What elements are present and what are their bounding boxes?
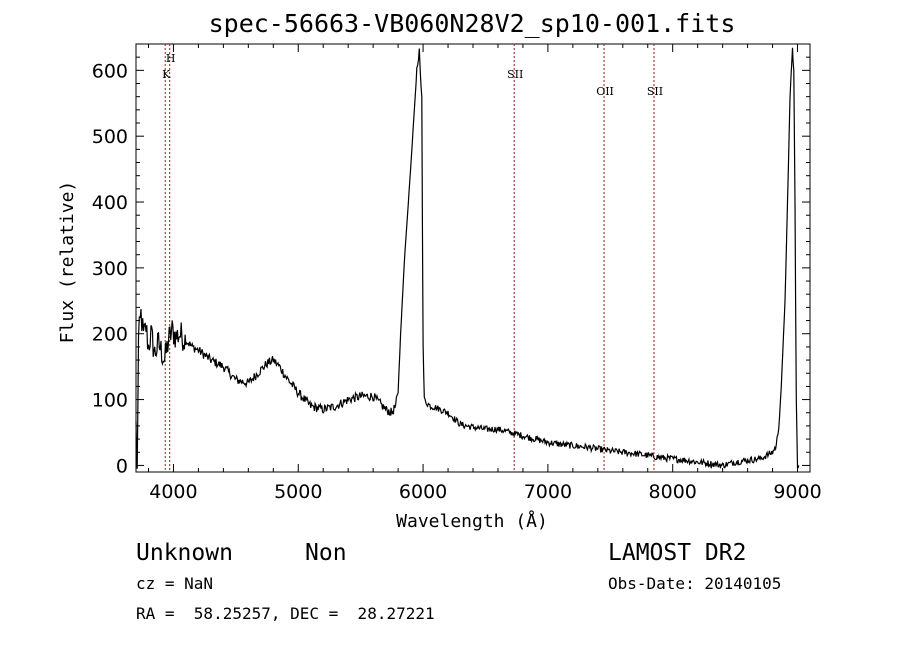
spectral-line-label: K [162, 68, 171, 81]
y-tick-label: 400 [92, 192, 128, 214]
y-tick-label: 100 [92, 390, 128, 412]
survey-label: LAMOST DR2 [608, 540, 747, 566]
object-type: Unknown [136, 540, 233, 566]
spectral-lines: HK SII OII SII [162, 44, 663, 472]
spectral-line-label: OII [596, 85, 614, 98]
y-axis-label: Flux (relative) [57, 181, 78, 344]
plot-frame [135, 43, 811, 473]
y-tick-label: 500 [92, 126, 128, 148]
x-tick-label: 5000 [274, 481, 322, 503]
chart-title: spec-56663-VB060N28V2_sp10-001.fits [209, 9, 736, 38]
object-class: Non [305, 540, 347, 566]
coordinates-label: RA = 58.25257, DEC = 28.27221 [136, 604, 435, 623]
y-tick-label: 0 [116, 455, 128, 477]
y-tick-label: 300 [92, 258, 128, 280]
redshift-label: cz = NaN [136, 574, 214, 593]
x-axis: 4000 5000 6000 7000 8000 9000 [147, 44, 822, 503]
x-tick-label: 9000 [773, 481, 821, 503]
x-tick-label: 7000 [524, 481, 572, 503]
spectral-line-label: SII [647, 85, 663, 98]
spectrum-line [135, 47, 800, 470]
y-axis: 0 100 200 300 400 500 600 [92, 56, 810, 477]
x-tick-label: 6000 [399, 481, 447, 503]
x-axis-label: Wavelength (Å) [396, 510, 548, 532]
spectral-line-label: H [166, 52, 176, 65]
x-tick-label: 8000 [649, 481, 697, 503]
spectral-line-label: SII [507, 68, 523, 81]
x-tick-label: 4000 [149, 481, 197, 503]
y-tick-label: 600 [92, 60, 128, 82]
obs-date-label: Obs-Date: 20140105 [608, 574, 782, 593]
y-tick-label: 200 [92, 324, 128, 346]
